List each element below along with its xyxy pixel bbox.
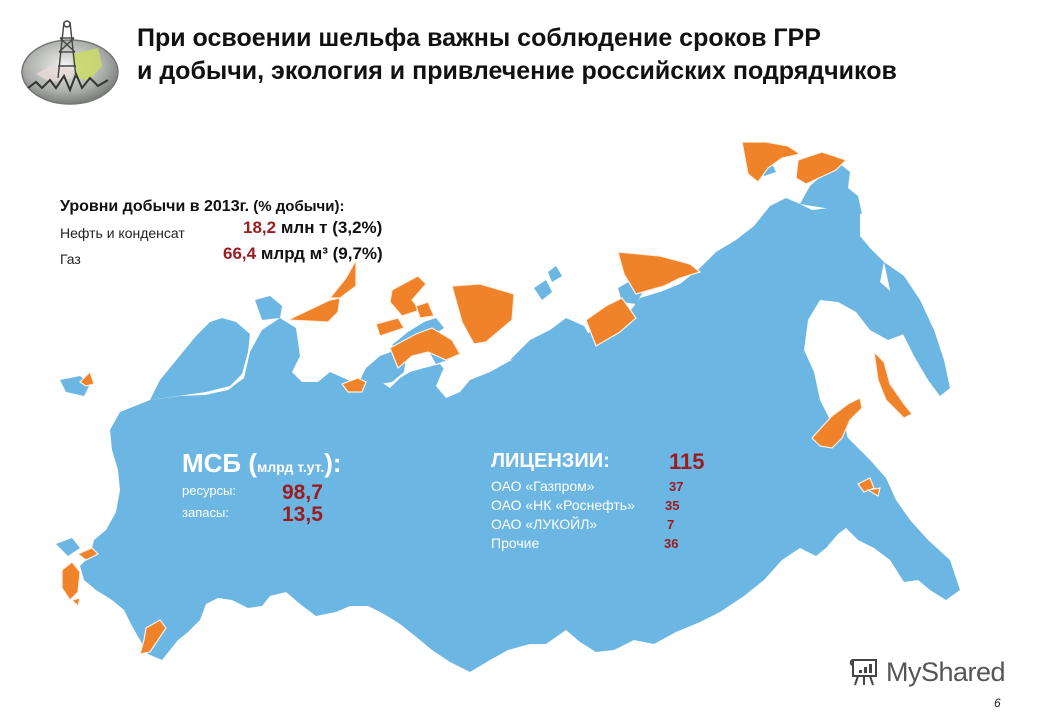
production-row-oil: Нефть и конденсат 18,2 млн т (3,2%) xyxy=(60,216,382,242)
land-mass xyxy=(56,164,960,672)
page-number: 6 xyxy=(994,696,1001,710)
licenses-summary: ЛИЦЕНЗИИ: 115 ОАО «Газпром» 37 ОАО «НК «… xyxy=(491,449,705,554)
msb-header: МСБ (млрд т.ут.): xyxy=(182,448,342,479)
msb-value: 98,7 xyxy=(282,481,323,504)
production-levels: Уровни добычи в 2013г. (% добычи): Нефть… xyxy=(60,198,383,268)
production-header-sub: (% добычи): xyxy=(249,198,345,215)
production-unit: млрд м³ (9,7%) xyxy=(256,244,383,263)
license-count: 37 xyxy=(669,479,684,494)
production-value: 18,2 млн т (3,2%) xyxy=(243,218,382,238)
msb-header-unit: млрд т.ут. xyxy=(257,459,325,475)
license-row: ОАО «Газпром» 37 xyxy=(491,478,683,497)
production-unit: млн т (3,2%) xyxy=(276,218,383,237)
msb-label: запасы: xyxy=(182,505,229,520)
mineral-resource-base: МСБ (млрд т.ут.): ресурсы: 98,7 запасы: … xyxy=(182,448,342,527)
msb-row-resources: ресурсы: 98,7 xyxy=(182,481,342,505)
msb-header-end: ): xyxy=(324,448,342,478)
offshore-license-areas xyxy=(61,141,913,655)
msb-label: ресурсы: xyxy=(182,483,236,498)
license-row: ОАО «НК «Роснефть» 35 xyxy=(491,497,679,516)
license-count: 35 xyxy=(665,498,680,513)
production-label: Газ xyxy=(60,251,81,267)
production-label: Нефть и конденсат xyxy=(60,225,185,241)
production-header: Уровни добычи в 2013г. (% добычи): xyxy=(60,198,344,216)
title-line-2: и добычи, экология и привлечение российс… xyxy=(137,57,897,85)
msb-row-reserves: запасы: 13,5 xyxy=(182,503,342,527)
slide-title: При освоении шельфа важны соблюдение сро… xyxy=(137,22,897,88)
licenses-header: ЛИЦЕНЗИИ: 115 xyxy=(491,449,705,478)
license-count: 7 xyxy=(667,517,675,532)
licenses-header-label: ЛИЦЕНЗИИ: xyxy=(491,450,610,472)
license-row: Прочие 36 xyxy=(491,535,678,554)
production-value: 66,4 млрд м³ (9,7%) xyxy=(223,244,383,264)
title-line-1: При освоении шельфа важны соблюдение сро… xyxy=(137,24,821,52)
license-holder: ОАО «ЛУКОЙЛ» xyxy=(491,516,598,532)
production-header-main: Уровни добычи в 2013г. xyxy=(60,198,250,215)
license-holder: Прочие xyxy=(491,535,540,551)
license-holder: ОАО «НК «Роснефть» xyxy=(491,497,635,513)
presentation-board-icon xyxy=(849,659,877,686)
msb-header-main: МСБ ( xyxy=(182,448,258,478)
licenses-total: 115 xyxy=(669,449,705,474)
msb-value: 13,5 xyxy=(282,503,323,526)
production-number: 18,2 xyxy=(243,218,277,237)
watermark-text: MyShared xyxy=(886,656,1006,687)
license-holder: ОАО «Газпром» xyxy=(491,478,595,494)
company-logo-icon xyxy=(21,20,119,105)
myshared-watermark[interactable]: MyShared xyxy=(848,656,1006,688)
production-row-gas: Газ 66,4 млрд м³ (9,7%) xyxy=(60,242,383,268)
production-number: 66,4 xyxy=(223,244,257,263)
license-count: 36 xyxy=(664,536,679,551)
license-row: ОАО «ЛУКОЙЛ» 7 xyxy=(491,516,674,535)
